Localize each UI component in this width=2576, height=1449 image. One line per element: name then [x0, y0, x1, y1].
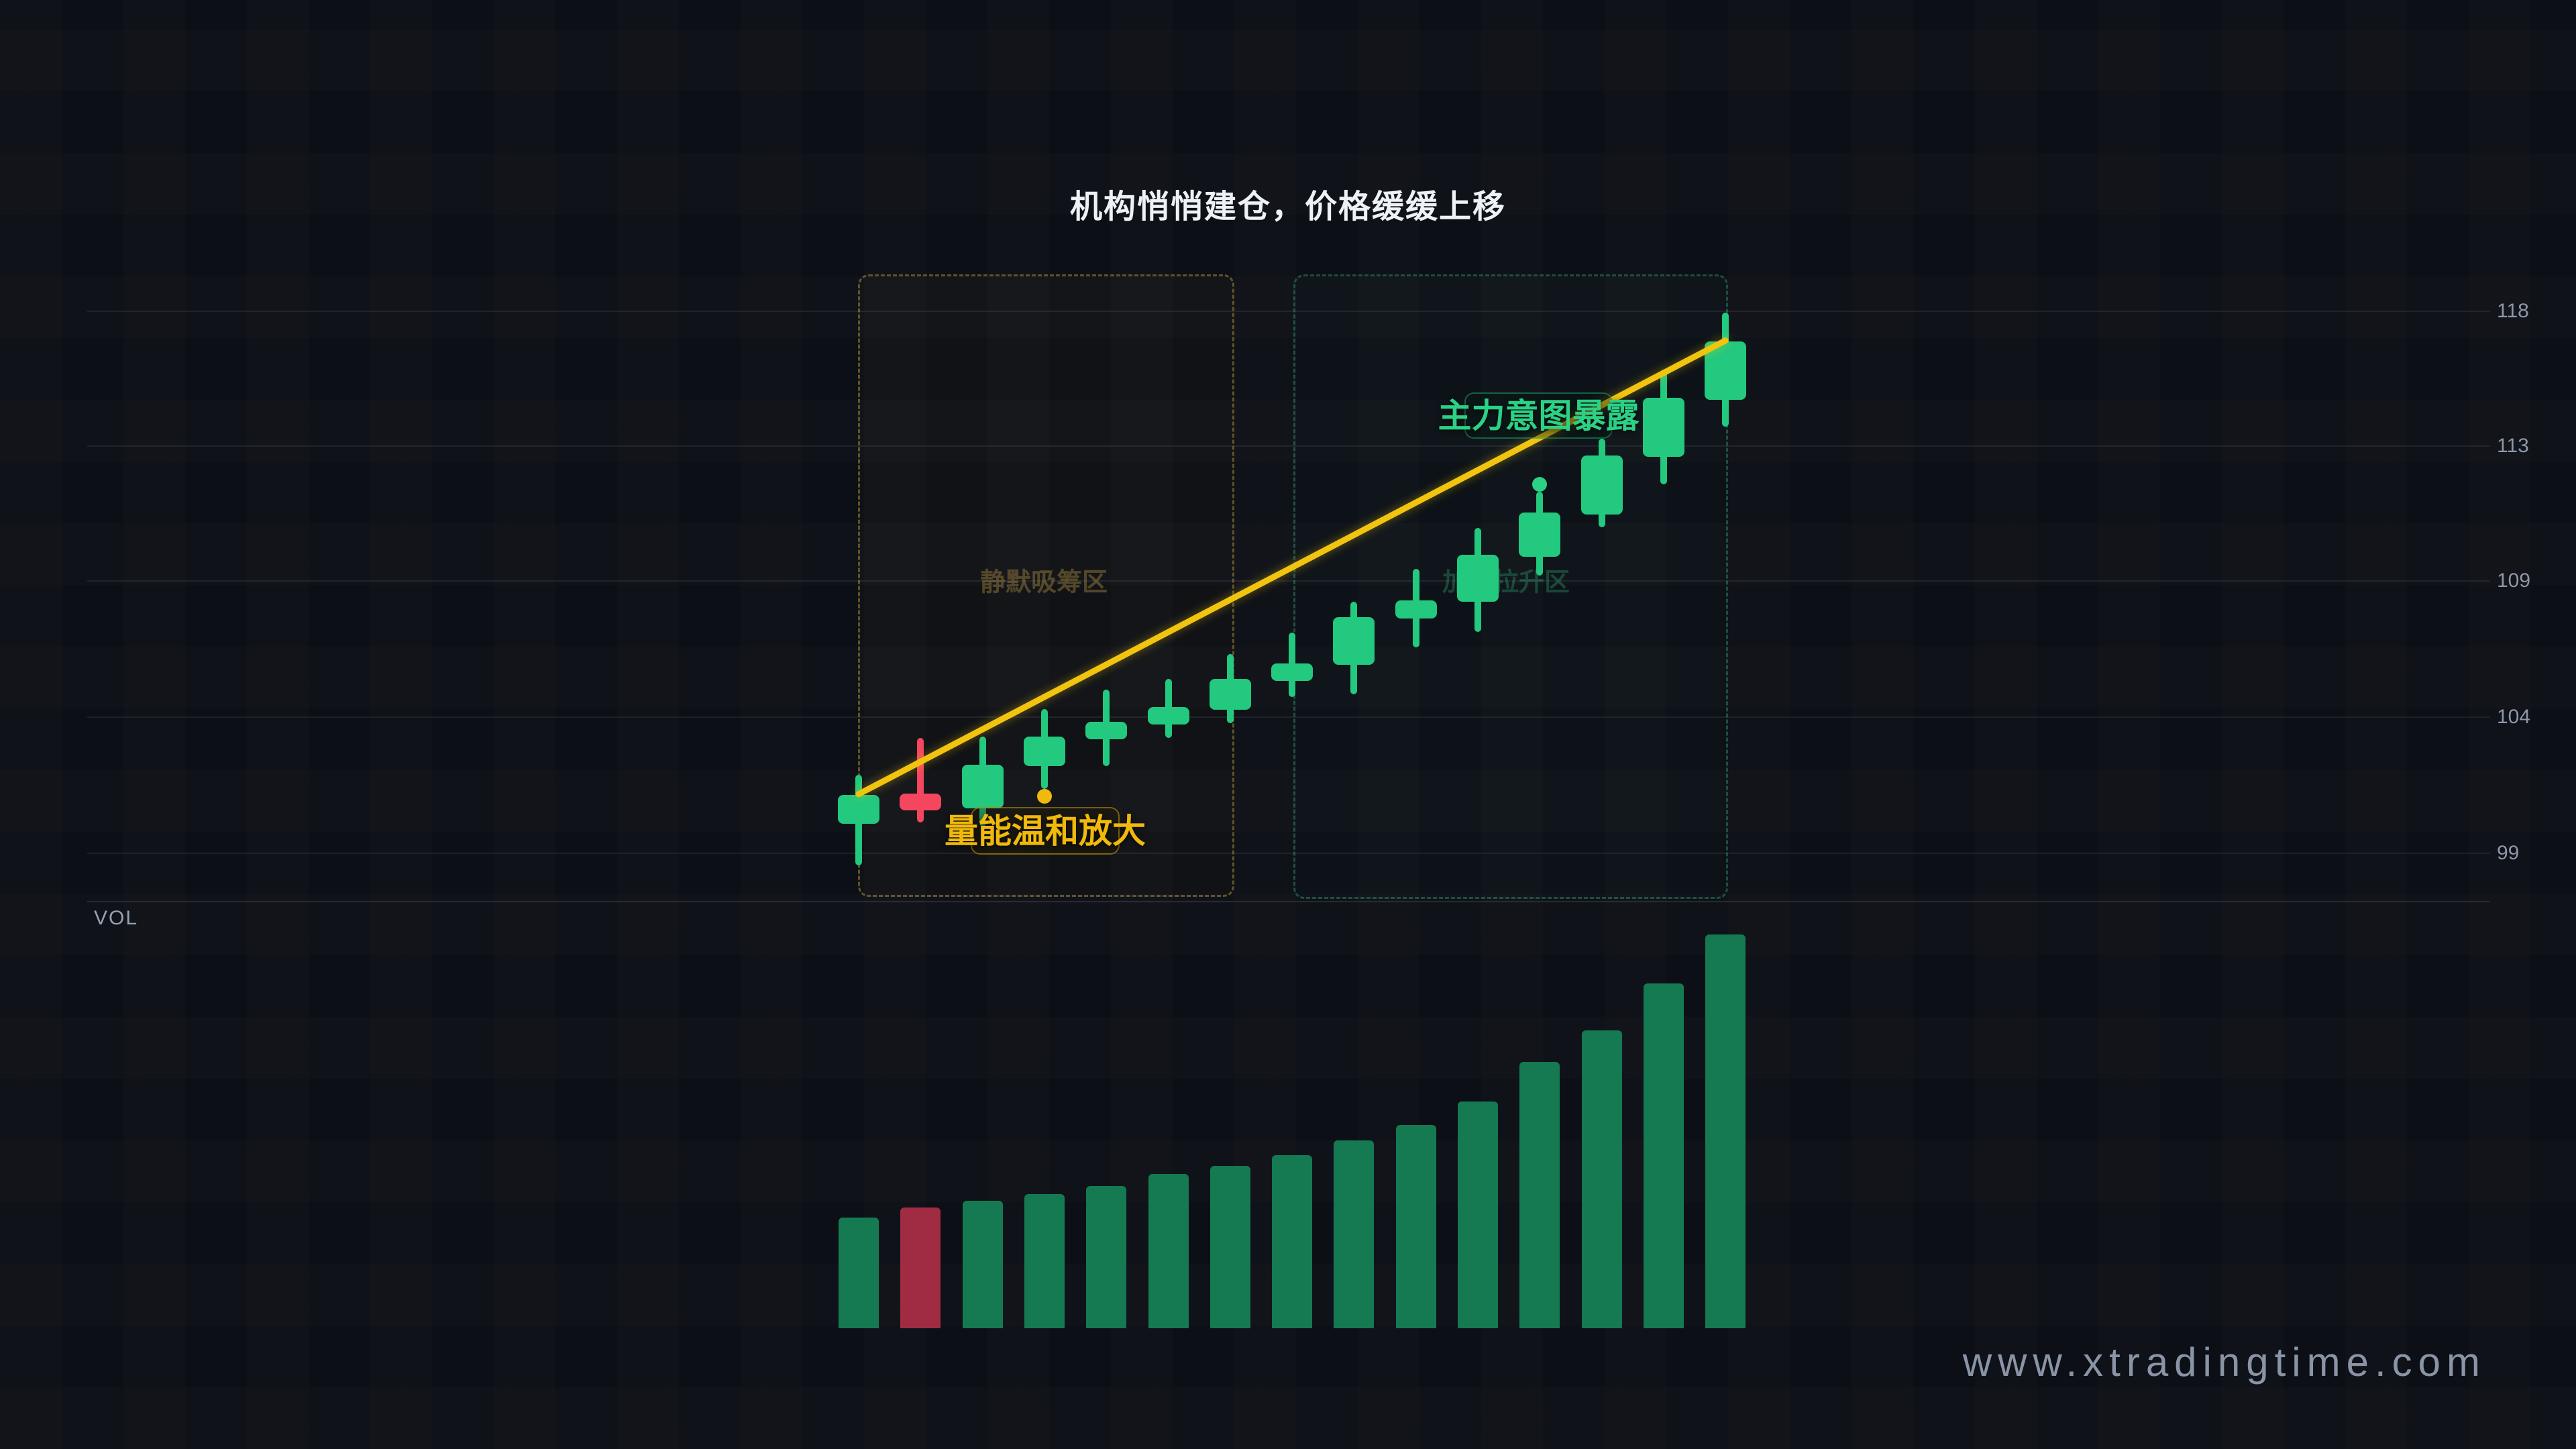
- volume-bar: [1148, 1174, 1189, 1328]
- candle-body: [1395, 600, 1437, 619]
- candle-body: [838, 795, 879, 824]
- candle-body: [1580, 455, 1623, 515]
- candle-body: [1085, 721, 1128, 739]
- volume-bar: [839, 1218, 879, 1328]
- grid-line: [87, 716, 2490, 718]
- volume-axis-label: VOL: [94, 907, 139, 929]
- candle-body: [1023, 736, 1065, 766]
- volume-bar: [900, 1208, 941, 1328]
- candle-body: [1519, 512, 1561, 557]
- candle-body: [1457, 554, 1499, 602]
- price-tick-label: 99: [2497, 842, 2520, 864]
- price-tick-label: 104: [2497, 706, 2531, 728]
- candle-body: [900, 793, 942, 811]
- candle-body: [1271, 663, 1313, 682]
- volume-bar: [1705, 934, 1746, 1328]
- volume-bar: [1519, 1062, 1560, 1328]
- low-marker-dot: [1036, 789, 1052, 804]
- volume-note-text: 量能温和放大: [945, 812, 1146, 850]
- volume-bar: [1643, 983, 1684, 1328]
- grid-line: [87, 311, 2490, 312]
- volume-note-callout: 量能温和放大: [945, 807, 1146, 855]
- volume-bar: [1210, 1166, 1250, 1328]
- candle-body: [1705, 341, 1747, 400]
- volume-bar: [1458, 1102, 1498, 1328]
- candle-body: [1642, 397, 1684, 457]
- high-marker-dot: [1532, 477, 1548, 492]
- grid-line: [87, 445, 2490, 447]
- volume-bar: [962, 1201, 1003, 1328]
- price-tick-label: 118: [2497, 300, 2529, 322]
- grid-line: [87, 580, 2490, 582]
- candle-body: [1333, 617, 1375, 665]
- watermark: www.xtradingtime.com: [1962, 1340, 2486, 1385]
- price-tick-label: 109: [2497, 570, 2531, 592]
- volume-bar: [1024, 1194, 1065, 1328]
- price-tick-label: 113: [2497, 435, 2529, 457]
- volume-bar: [1581, 1030, 1622, 1328]
- candle-body: [1209, 678, 1251, 710]
- volume-bar: [1086, 1186, 1127, 1328]
- candle-body: [1147, 706, 1189, 724]
- candle-body: [961, 765, 1004, 809]
- volume-bar: [1395, 1125, 1436, 1328]
- intent-note-text: 主力意图暴露: [1438, 396, 1640, 435]
- volume-separator-line: [87, 901, 2490, 902]
- zone-accumulation-label: 静默吸筹区: [979, 568, 1108, 597]
- intent-note-callout: 主力意图暴露: [1438, 392, 1640, 439]
- page-title: 机构悄悄建仓，价格缓缓上移: [1069, 189, 1506, 225]
- volume-bar: [1334, 1140, 1375, 1328]
- grid-line: [87, 853, 2490, 854]
- volume-bar: [1272, 1155, 1313, 1328]
